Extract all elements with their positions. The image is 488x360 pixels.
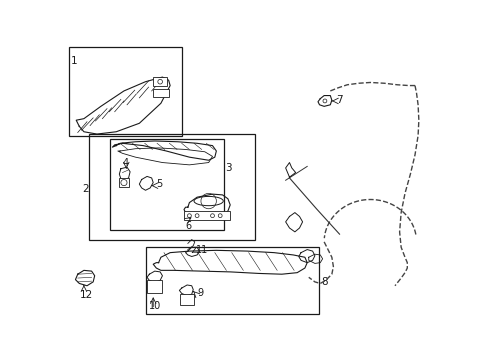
Text: 10: 10 bbox=[149, 301, 161, 311]
Bar bbox=[183, 211, 230, 220]
Circle shape bbox=[158, 80, 162, 84]
Circle shape bbox=[323, 99, 326, 103]
Circle shape bbox=[121, 180, 127, 186]
Text: 7: 7 bbox=[336, 95, 343, 105]
Circle shape bbox=[195, 214, 199, 217]
Bar bbox=[89, 134, 254, 240]
Bar bbox=[110, 139, 224, 230]
Text: 1: 1 bbox=[71, 56, 77, 66]
Text: 2: 2 bbox=[81, 184, 88, 194]
Bar bbox=[153, 77, 167, 86]
Text: 5: 5 bbox=[156, 179, 162, 189]
Circle shape bbox=[187, 214, 191, 217]
Bar bbox=[118, 178, 129, 187]
Text: 8: 8 bbox=[321, 277, 327, 287]
Text: 11: 11 bbox=[196, 244, 208, 255]
Circle shape bbox=[210, 214, 214, 217]
Bar bbox=[145, 247, 318, 314]
Text: 12: 12 bbox=[80, 289, 93, 300]
Text: 6: 6 bbox=[185, 221, 191, 231]
Text: 9: 9 bbox=[197, 288, 203, 298]
Bar bbox=[180, 294, 194, 305]
Text: 4: 4 bbox=[122, 158, 128, 167]
Bar bbox=[68, 47, 182, 136]
Ellipse shape bbox=[194, 197, 223, 206]
Circle shape bbox=[218, 214, 222, 217]
Text: 3: 3 bbox=[225, 163, 232, 172]
Bar bbox=[153, 89, 168, 97]
Bar bbox=[147, 280, 162, 293]
